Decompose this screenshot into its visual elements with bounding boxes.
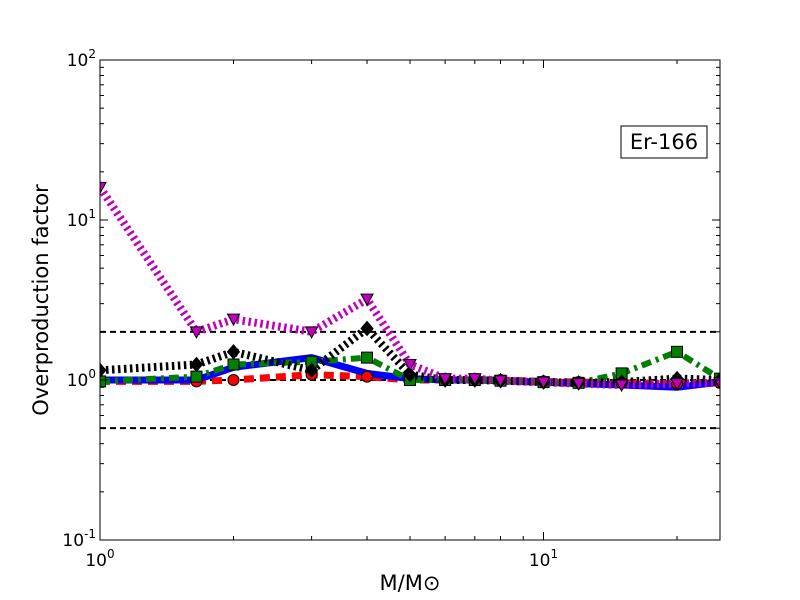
annotation-label: Er-166	[630, 130, 698, 154]
x-tick-label: 101	[529, 547, 558, 571]
y-tick-label: 10-1	[62, 527, 96, 551]
data-point	[100, 375, 106, 388]
data-point	[403, 366, 417, 383]
data-point	[467, 373, 482, 386]
data-point	[438, 373, 452, 386]
data-point	[361, 351, 374, 364]
data-point	[360, 293, 374, 307]
data-point	[304, 362, 319, 379]
data-point	[227, 358, 240, 371]
data-point	[360, 320, 374, 337]
data-point	[614, 379, 629, 393]
data-point	[671, 345, 684, 358]
data-point	[226, 344, 241, 360]
annotation-box: Er-166	[620, 125, 708, 159]
plot-background	[100, 60, 720, 540]
y-tick-label: 100	[67, 367, 96, 391]
x-axis-label: M/M⊙	[380, 571, 441, 595]
y-tick-label: 101	[67, 207, 96, 231]
data-point	[227, 374, 240, 386]
series-line	[100, 324, 720, 387]
series-line	[100, 185, 720, 389]
data-point	[670, 378, 684, 391]
y-axis-label: Overproduction factor	[29, 184, 53, 416]
series-line	[100, 348, 720, 386]
data-point	[403, 358, 417, 372]
y-tick-label: 102	[67, 47, 96, 71]
data-point	[361, 370, 374, 383]
data-point	[189, 326, 204, 339]
data-point	[226, 313, 241, 327]
data-point	[304, 326, 319, 339]
data-point	[713, 377, 720, 390]
data-point	[100, 181, 107, 195]
data-point	[100, 362, 107, 379]
data-point	[190, 370, 203, 383]
annotation-frame	[620, 125, 708, 159]
data-point	[493, 375, 508, 388]
data-point	[571, 378, 586, 391]
x-tick-label: 100	[85, 547, 114, 571]
data-point	[189, 356, 204, 373]
data-point	[536, 376, 551, 390]
